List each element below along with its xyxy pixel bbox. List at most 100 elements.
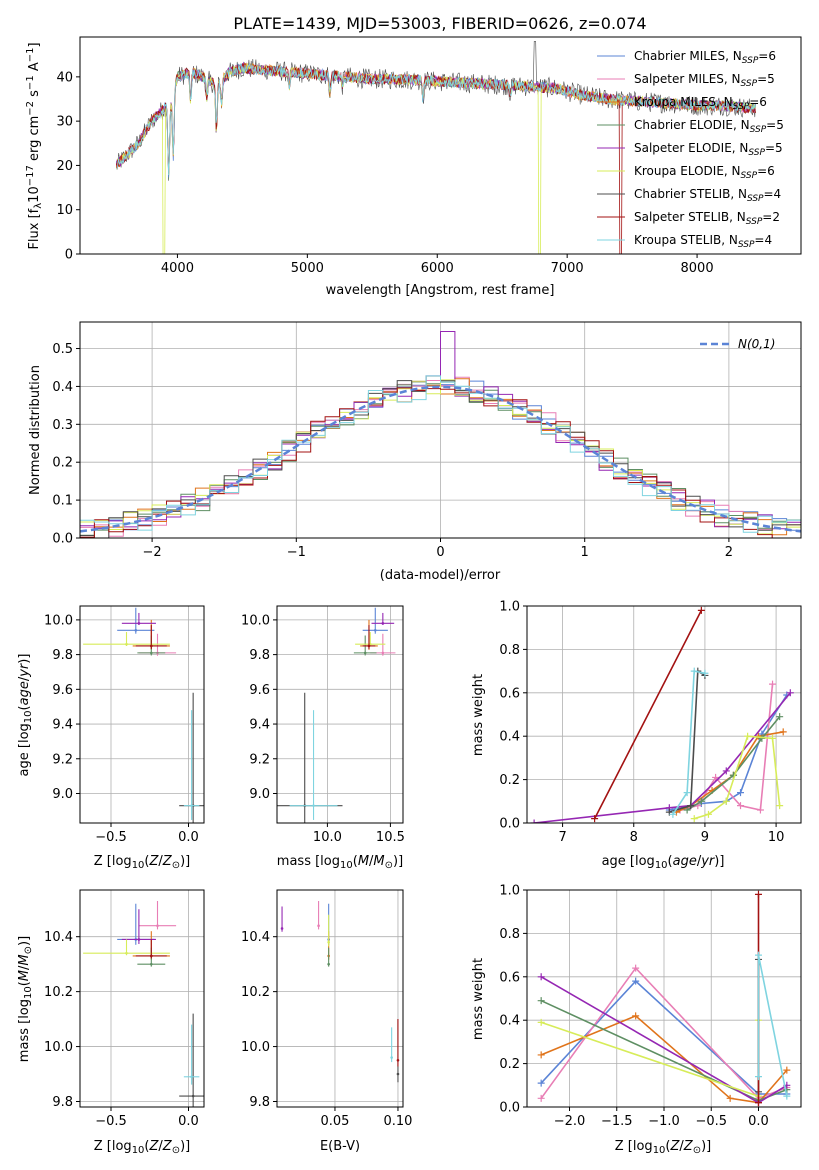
weight-series-line <box>534 692 791 823</box>
spectrum-panel: 4000 5000 6000 7000 8000 0 10 20 30 40 <box>56 36 802 276</box>
mass-vs-metallicity-panel: −0.5 0.0 9.8 10.0 10.2 10.4 <box>44 889 205 1129</box>
y-tick-label: 0 <box>65 248 73 263</box>
spectrum-ylabel: Flux [fλ10−17 erg cm−2 s−1 A−1] <box>25 42 44 249</box>
weight-point-marker <box>697 606 705 614</box>
legend-label: Chabrier MILES, NSSP=6 <box>634 49 776 66</box>
weight-point-marker <box>632 1012 640 1020</box>
data-point <box>373 629 377 632</box>
axes-frame <box>276 889 404 1108</box>
x-tick-label: 7000 <box>551 261 584 276</box>
y-tick-label: 0.4 <box>52 380 73 395</box>
weight-point-marker <box>712 773 720 781</box>
weight-point-marker <box>786 689 794 697</box>
x-tick-label: 2 <box>725 545 733 560</box>
weight-point-marker <box>769 734 777 742</box>
weight-point-marker <box>701 669 709 677</box>
axes-frame <box>79 605 205 824</box>
legend-label: Kroupa STELIB, NSSP=4 <box>634 233 772 250</box>
weight-point-marker <box>632 964 640 972</box>
x-tick-label: 5000 <box>291 261 324 276</box>
age-z-xlabel: Z [log10(Z/Z⊙)] <box>94 854 191 871</box>
weight-point-marker <box>722 797 730 805</box>
x-tick-label: 10.0 <box>313 830 342 845</box>
x-tick-label: −2.0 <box>554 1114 586 1129</box>
x-tick-label: 0.0 <box>748 1114 769 1129</box>
mass-ebv-xlabel: E(B-V) <box>320 1139 360 1154</box>
data-point <box>312 804 315 807</box>
weight-point-marker <box>783 1066 791 1074</box>
weight-point-marker <box>744 732 752 740</box>
x-tick-label: 0.05 <box>320 1114 349 1129</box>
y-tick-label: 9.8 <box>52 1095 73 1110</box>
data-point <box>381 651 385 655</box>
axes-frame <box>79 889 205 1108</box>
x-tick-label: 0.0 <box>178 1114 199 1129</box>
weight-point-marker <box>704 810 712 818</box>
weight-series-line <box>679 684 774 811</box>
data-point <box>396 1059 400 1062</box>
weight-point-marker <box>737 802 745 810</box>
data-point <box>317 924 320 928</box>
x-tick-label: 6000 <box>421 261 454 276</box>
figure-title: PLATE=1439, MJD=53003, FIBERID=0626, z=0… <box>233 14 646 33</box>
y-tick-label: 0.2 <box>499 773 520 788</box>
weight-vs-metallicity-panel: −2.0 −1.5 −1.0 −0.5 0.0 0.0 0.2 0.4 0.6 0.8 1.0 <box>499 884 802 1129</box>
data-point <box>150 651 153 655</box>
y-tick-label: 10.0 <box>44 613 73 628</box>
data-point <box>190 1075 193 1079</box>
y-tick-label: 9.8 <box>249 648 270 663</box>
weight-point-marker <box>669 810 677 818</box>
data-point <box>125 951 128 955</box>
data-point <box>150 644 153 648</box>
y-tick-label: 20 <box>56 159 73 174</box>
y-tick-label: 9.4 <box>249 718 270 733</box>
weight-point-marker <box>537 1094 545 1102</box>
legend-label: Kroupa MILES, NSSP=6 <box>634 95 767 112</box>
x-tick-label: 8 <box>630 830 638 845</box>
y-tick-label: 9.4 <box>52 718 73 733</box>
age-z-ylabel: age [log10(age/yr)] <box>17 654 34 777</box>
data-point <box>150 954 153 958</box>
x-tick-label: −0.5 <box>695 1114 727 1129</box>
axes-frame <box>79 36 802 255</box>
data-point <box>137 938 141 941</box>
x-tick-label: 0.0 <box>178 830 199 845</box>
y-tick-label: 0.5 <box>52 342 73 357</box>
weight-point-marker <box>697 797 705 805</box>
weight-point-marker <box>722 767 730 775</box>
x-tick-label: 10 <box>768 830 785 845</box>
legend-label: Salpeter ELODIE, NSSP=5 <box>634 141 783 158</box>
y-tick-label: 0.8 <box>499 927 520 942</box>
y-tick-label: 10.4 <box>44 930 73 945</box>
weight-point-marker <box>754 890 762 898</box>
axes-frame <box>526 605 802 824</box>
x-tick-label: 7 <box>558 830 566 845</box>
age-vs-metallicity-panel: −0.5 0.0 9.0 9.2 9.4 9.6 9.8 10.0 <box>44 605 205 845</box>
weight-z-ylabel: mass weight <box>471 958 486 1040</box>
axes-frame <box>276 605 404 824</box>
weight-point-marker <box>726 1094 734 1102</box>
weight-series-line <box>757 954 788 1097</box>
axes-frame <box>526 889 802 1108</box>
weight-point-marker <box>632 977 640 985</box>
legend-label: Chabrier STELIB, NSSP=4 <box>634 187 781 204</box>
weight-point-marker <box>754 951 762 959</box>
weight-point-marker <box>683 789 691 797</box>
y-tick-label: 9.6 <box>52 683 73 698</box>
weight-point-marker <box>776 802 784 810</box>
weight-z-xlabel: Z [log10(Z/Z⊙)] <box>615 1139 712 1156</box>
age-mass-xlabel: mass [log10(M/M⊙)] <box>277 854 403 871</box>
y-tick-label: 0.3 <box>52 418 73 433</box>
data-point <box>137 622 141 625</box>
y-tick-label: 9.2 <box>52 752 73 767</box>
data-point <box>390 1056 393 1059</box>
y-tick-label: 10.2 <box>44 985 73 1000</box>
histogram-series <box>80 375 801 538</box>
mass-vs-ebv-panel: 0.05 0.10 9.8 10.0 10.2 10.4 <box>241 889 412 1129</box>
weight-point-marker <box>754 1073 762 1081</box>
data-point <box>327 962 330 966</box>
y-tick-label: 0.2 <box>499 1057 520 1072</box>
y-tick-label: 0.4 <box>499 730 520 745</box>
weight-point-marker <box>783 1092 791 1100</box>
